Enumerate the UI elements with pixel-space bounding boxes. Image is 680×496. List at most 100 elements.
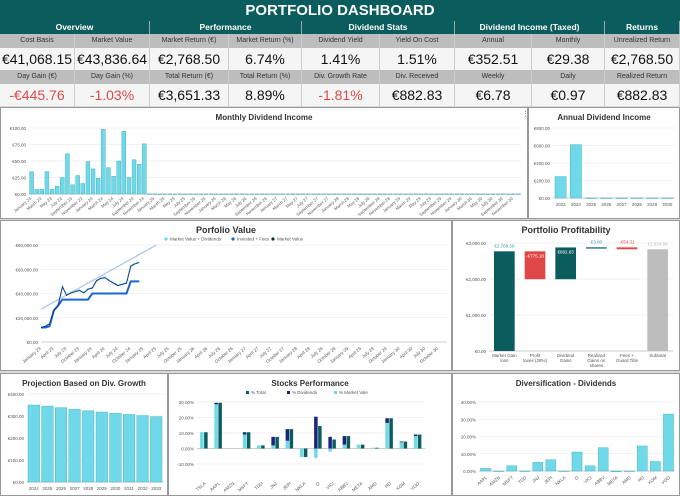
y-tick-label: €20,000.00 [15, 316, 38, 321]
diversification-bar [493, 470, 504, 472]
market-value-bar [285, 440, 290, 449]
market-value-bar [399, 442, 404, 449]
diversification-bar [584, 465, 596, 472]
diversification-chart[interactable]: Diversification - Dividends 0.00% 10.00% 20… [452, 373, 680, 496]
monthly-dividend-chart[interactable]: Monthly Dividend Income €0.00 €25.00 €50.00… [0, 107, 528, 219]
x-tick-label: 2024 [571, 202, 582, 207]
month-bar [393, 193, 398, 195]
month-bar [367, 193, 372, 195]
x-tick-label: AMD [621, 474, 632, 485]
y-tick-label: €0.00 [27, 340, 39, 345]
kpi-label: Market Return (€) [150, 34, 229, 48]
month-bar [116, 160, 121, 195]
month-bar [70, 184, 75, 195]
projection-chart[interactable]: Projection Based on Div. Growth €0.00 €100… [0, 373, 168, 496]
month-bar [198, 193, 203, 195]
x-tick-label: AMZN [222, 481, 235, 493]
month-bar [234, 193, 239, 195]
kpi-value: €3,651.33 [150, 84, 229, 106]
month-bar [377, 193, 383, 195]
kpi-value: €2,768.50 [150, 48, 229, 70]
month-bar [285, 193, 290, 195]
month-bar [331, 193, 337, 195]
x-tick-label: 2030 [662, 202, 673, 207]
month-bar [265, 193, 270, 195]
market-value-bar [200, 432, 204, 449]
month-bar [398, 193, 403, 195]
chart-title: Stocks Performance [271, 379, 349, 388]
total-bar [403, 441, 408, 449]
diversification-bar [480, 468, 491, 472]
diversification-bar [519, 470, 530, 472]
month-bar [439, 193, 444, 195]
month-bar [270, 193, 275, 195]
kpi-value: €2,768.50 [605, 48, 680, 70]
kpi-value: €0.97 [532, 84, 605, 106]
month-bar [490, 193, 495, 195]
x-tick-label: VICI [325, 481, 335, 490]
month-bar [183, 193, 188, 195]
annual-bar [631, 197, 643, 199]
waterfall-bar [555, 247, 576, 280]
dividends-bar [413, 434, 418, 437]
x-tick-label: April 29 [347, 346, 362, 360]
portfolio-value-chart[interactable]: Porfolio Value €0.00 €20,000.00 €40,000.00 €… [0, 220, 452, 371]
x-tick-label: AAPL [209, 481, 221, 493]
month-bar [429, 193, 434, 195]
x-tick-label: 2026 [601, 202, 612, 207]
x-tick-label: ABBV [337, 481, 349, 493]
month-bar [224, 193, 229, 195]
waterfall-bar [586, 247, 607, 249]
dividends-bar [342, 436, 347, 445]
x-tick-label: April 24 [91, 346, 106, 360]
month-bar [295, 193, 301, 195]
total-bar [346, 436, 351, 449]
month-bar [495, 193, 501, 195]
y-tick-label: 30.00% [179, 400, 194, 405]
month-bar [516, 193, 521, 195]
group-header: Returns [605, 21, 680, 34]
month-bar [239, 193, 244, 195]
month-bar [249, 193, 255, 195]
y-tick-label: €0.00 [475, 349, 487, 354]
data-label: €2,768.50 [494, 243, 515, 248]
market-value-bar [314, 448, 318, 458]
annual-dividend-chart[interactable]: Annual Dividend Income €0.00 €200.00 €400.0… [528, 107, 680, 219]
month-bar [44, 171, 50, 195]
legend-marker [287, 391, 290, 394]
dashboard-title: PORTFOLIO DASHBOARD [0, 0, 680, 21]
x-tick-label: Profit taxes (28%) [523, 353, 548, 363]
month-bar [449, 193, 454, 195]
kpi-value: €6.78 [455, 84, 532, 106]
y-tick-label: 10.00% [461, 452, 476, 457]
y-tick-label: €400.00 [8, 392, 25, 397]
stocks-performance-chart[interactable]: Stocks Performance -10.00% 0.00% 10.00% 20.0… [168, 373, 452, 496]
projection-bar [150, 416, 163, 483]
legend-label: % Total [251, 390, 266, 395]
month-bar [500, 193, 506, 195]
dividends-bar [242, 432, 247, 435]
x-tick-label: April 26 [193, 346, 208, 360]
total-bar [332, 439, 336, 449]
portfolio-profitability-chart[interactable]: Portfolio Profitability €0.00 €1,000.00 €2,… [452, 220, 680, 371]
x-tick-label: VICI [583, 475, 593, 484]
kpi-value: €41,068.15 [0, 48, 75, 70]
x-tick-label: JNJ [531, 475, 540, 484]
x-tick-label: VOO [410, 481, 421, 492]
month-bar [111, 175, 116, 195]
x-tick-label: XOM [647, 475, 658, 486]
kpi-value: 1.41% [302, 48, 380, 70]
x-tick-label: O [574, 475, 580, 481]
x-tick-label: 2033 [151, 486, 162, 491]
x-tick-label: April 27 [245, 346, 260, 360]
x-tick-label: AMZN [488, 475, 501, 487]
month-bar [459, 193, 465, 195]
market-value-bar [385, 422, 389, 449]
x-tick-label: JEPI [282, 481, 293, 491]
y-tick-label: €80,000.00 [15, 243, 38, 248]
month-bar [96, 177, 101, 195]
total-bar [218, 402, 222, 449]
projection-bar [136, 415, 149, 483]
month-bar [311, 193, 316, 195]
month-bar [101, 129, 106, 195]
